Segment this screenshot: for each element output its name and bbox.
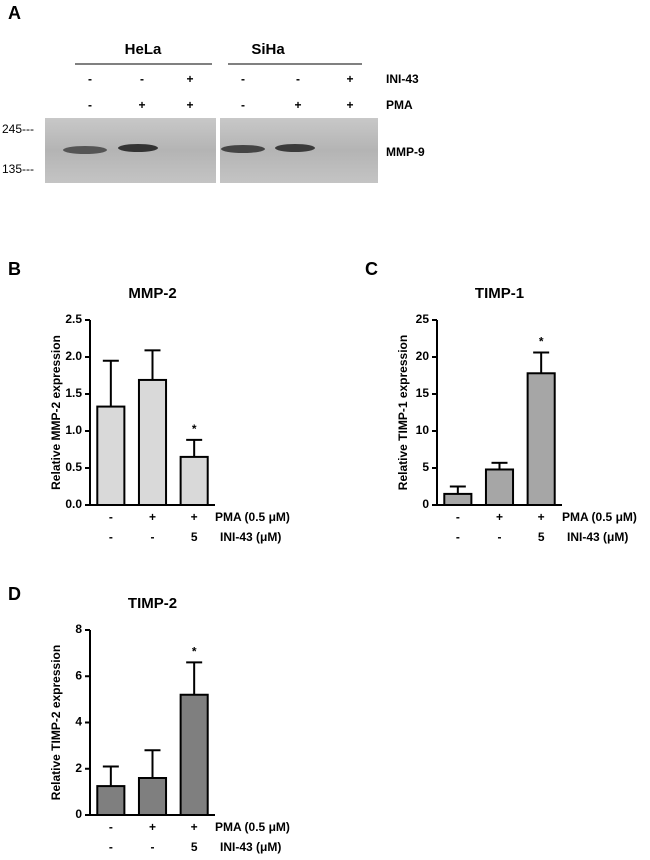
y-tick-label: 2 <box>75 761 82 775</box>
condition-label: INI-43 (μM) <box>220 840 281 854</box>
condition-label: PMA (0.5 μM) <box>215 820 290 834</box>
bar <box>179 693 209 816</box>
band <box>118 144 158 152</box>
panel-label: D <box>8 584 21 604</box>
condition-sign: - <box>241 72 245 86</box>
significance: * <box>192 645 197 659</box>
y-tick-label: 2.0 <box>65 349 82 363</box>
condition-label: INI-43 (μM) <box>220 530 281 544</box>
bar <box>137 777 168 816</box>
y-tick-label: 0 <box>422 497 429 511</box>
y-axis-label: Relative TIMP-2 expression <box>49 645 63 800</box>
condition-label: INI-43 (μM) <box>567 530 628 544</box>
chart-title: MMP-2 <box>128 285 176 302</box>
panel-label: C <box>365 259 378 279</box>
panel-label: A <box>8 3 21 23</box>
condition-sign: + <box>138 98 145 112</box>
row-label: INI-43 <box>386 72 419 86</box>
bar <box>96 785 126 816</box>
chart-title: TIMP-1 <box>475 285 524 302</box>
condition-sign: + <box>346 98 353 112</box>
condition-sign: + <box>186 98 193 112</box>
condition-sign: + <box>191 820 198 834</box>
condition-sign: 5 <box>191 530 198 544</box>
y-tick-label: 1.5 <box>65 386 82 400</box>
y-tick-label: 0 <box>75 807 82 821</box>
condition-sign: + <box>346 72 353 86</box>
y-tick-label: 25 <box>416 312 430 326</box>
band <box>221 145 265 153</box>
y-axis-label: Relative TIMP-1 expression <box>396 335 410 490</box>
y-tick-label: 0.0 <box>65 497 82 511</box>
condition-label: PMA (0.5 μM) <box>215 510 290 524</box>
band <box>63 146 107 154</box>
bar <box>484 468 515 507</box>
y-tick-label: 8 <box>75 622 82 636</box>
condition-sign: - <box>88 72 92 86</box>
marker-label: 135--- <box>2 162 34 176</box>
condition-sign: 5 <box>191 840 198 854</box>
bar <box>526 372 556 506</box>
condition-sign: + <box>186 72 193 86</box>
y-tick-label: 6 <box>75 668 82 682</box>
condition-sign: - <box>109 510 113 524</box>
y-tick-label: 2.5 <box>65 312 82 326</box>
condition-sign: + <box>191 510 198 524</box>
row-label: PMA <box>386 98 413 112</box>
condition-sign: - <box>456 530 460 544</box>
chart-title: TIMP-2 <box>128 595 177 612</box>
condition-sign: - <box>151 530 155 544</box>
band-label: MMP-9 <box>386 145 425 159</box>
bar <box>137 378 168 506</box>
y-tick-label: 10 <box>416 423 430 437</box>
condition-sign: + <box>496 510 503 524</box>
y-tick-label: 4 <box>75 715 82 729</box>
condition-sign: - <box>241 98 245 112</box>
bar <box>443 492 473 506</box>
band <box>275 144 315 152</box>
panel-label: B <box>8 259 21 279</box>
condition-sign: - <box>140 72 144 86</box>
condition-sign: - <box>88 98 92 112</box>
group-label: HeLa <box>125 41 162 58</box>
y-tick-label: 15 <box>416 386 430 400</box>
condition-sign: 5 <box>538 530 545 544</box>
condition-sign: + <box>149 510 156 524</box>
condition-sign: - <box>109 840 113 854</box>
condition-sign: - <box>109 530 113 544</box>
bar <box>179 455 209 506</box>
y-tick-label: 1.0 <box>65 423 82 437</box>
y-axis-label: Relative MMP-2 expression <box>49 335 63 490</box>
y-tick-label: 20 <box>416 349 430 363</box>
significance: * <box>192 422 197 436</box>
y-tick-label: 0.5 <box>65 460 82 474</box>
condition-sign: + <box>294 98 301 112</box>
condition-sign: + <box>538 510 545 524</box>
condition-sign: - <box>151 840 155 854</box>
marker-label: 245--- <box>2 122 34 136</box>
condition-sign: - <box>498 530 502 544</box>
group-label: SiHa <box>251 41 285 58</box>
y-tick-label: 5 <box>422 460 429 474</box>
condition-sign: - <box>109 820 113 834</box>
condition-sign: - <box>456 510 460 524</box>
condition-sign: + <box>149 820 156 834</box>
significance: * <box>539 335 544 349</box>
bar <box>96 405 126 506</box>
condition-label: PMA (0.5 μM) <box>562 510 637 524</box>
condition-sign: - <box>296 72 300 86</box>
